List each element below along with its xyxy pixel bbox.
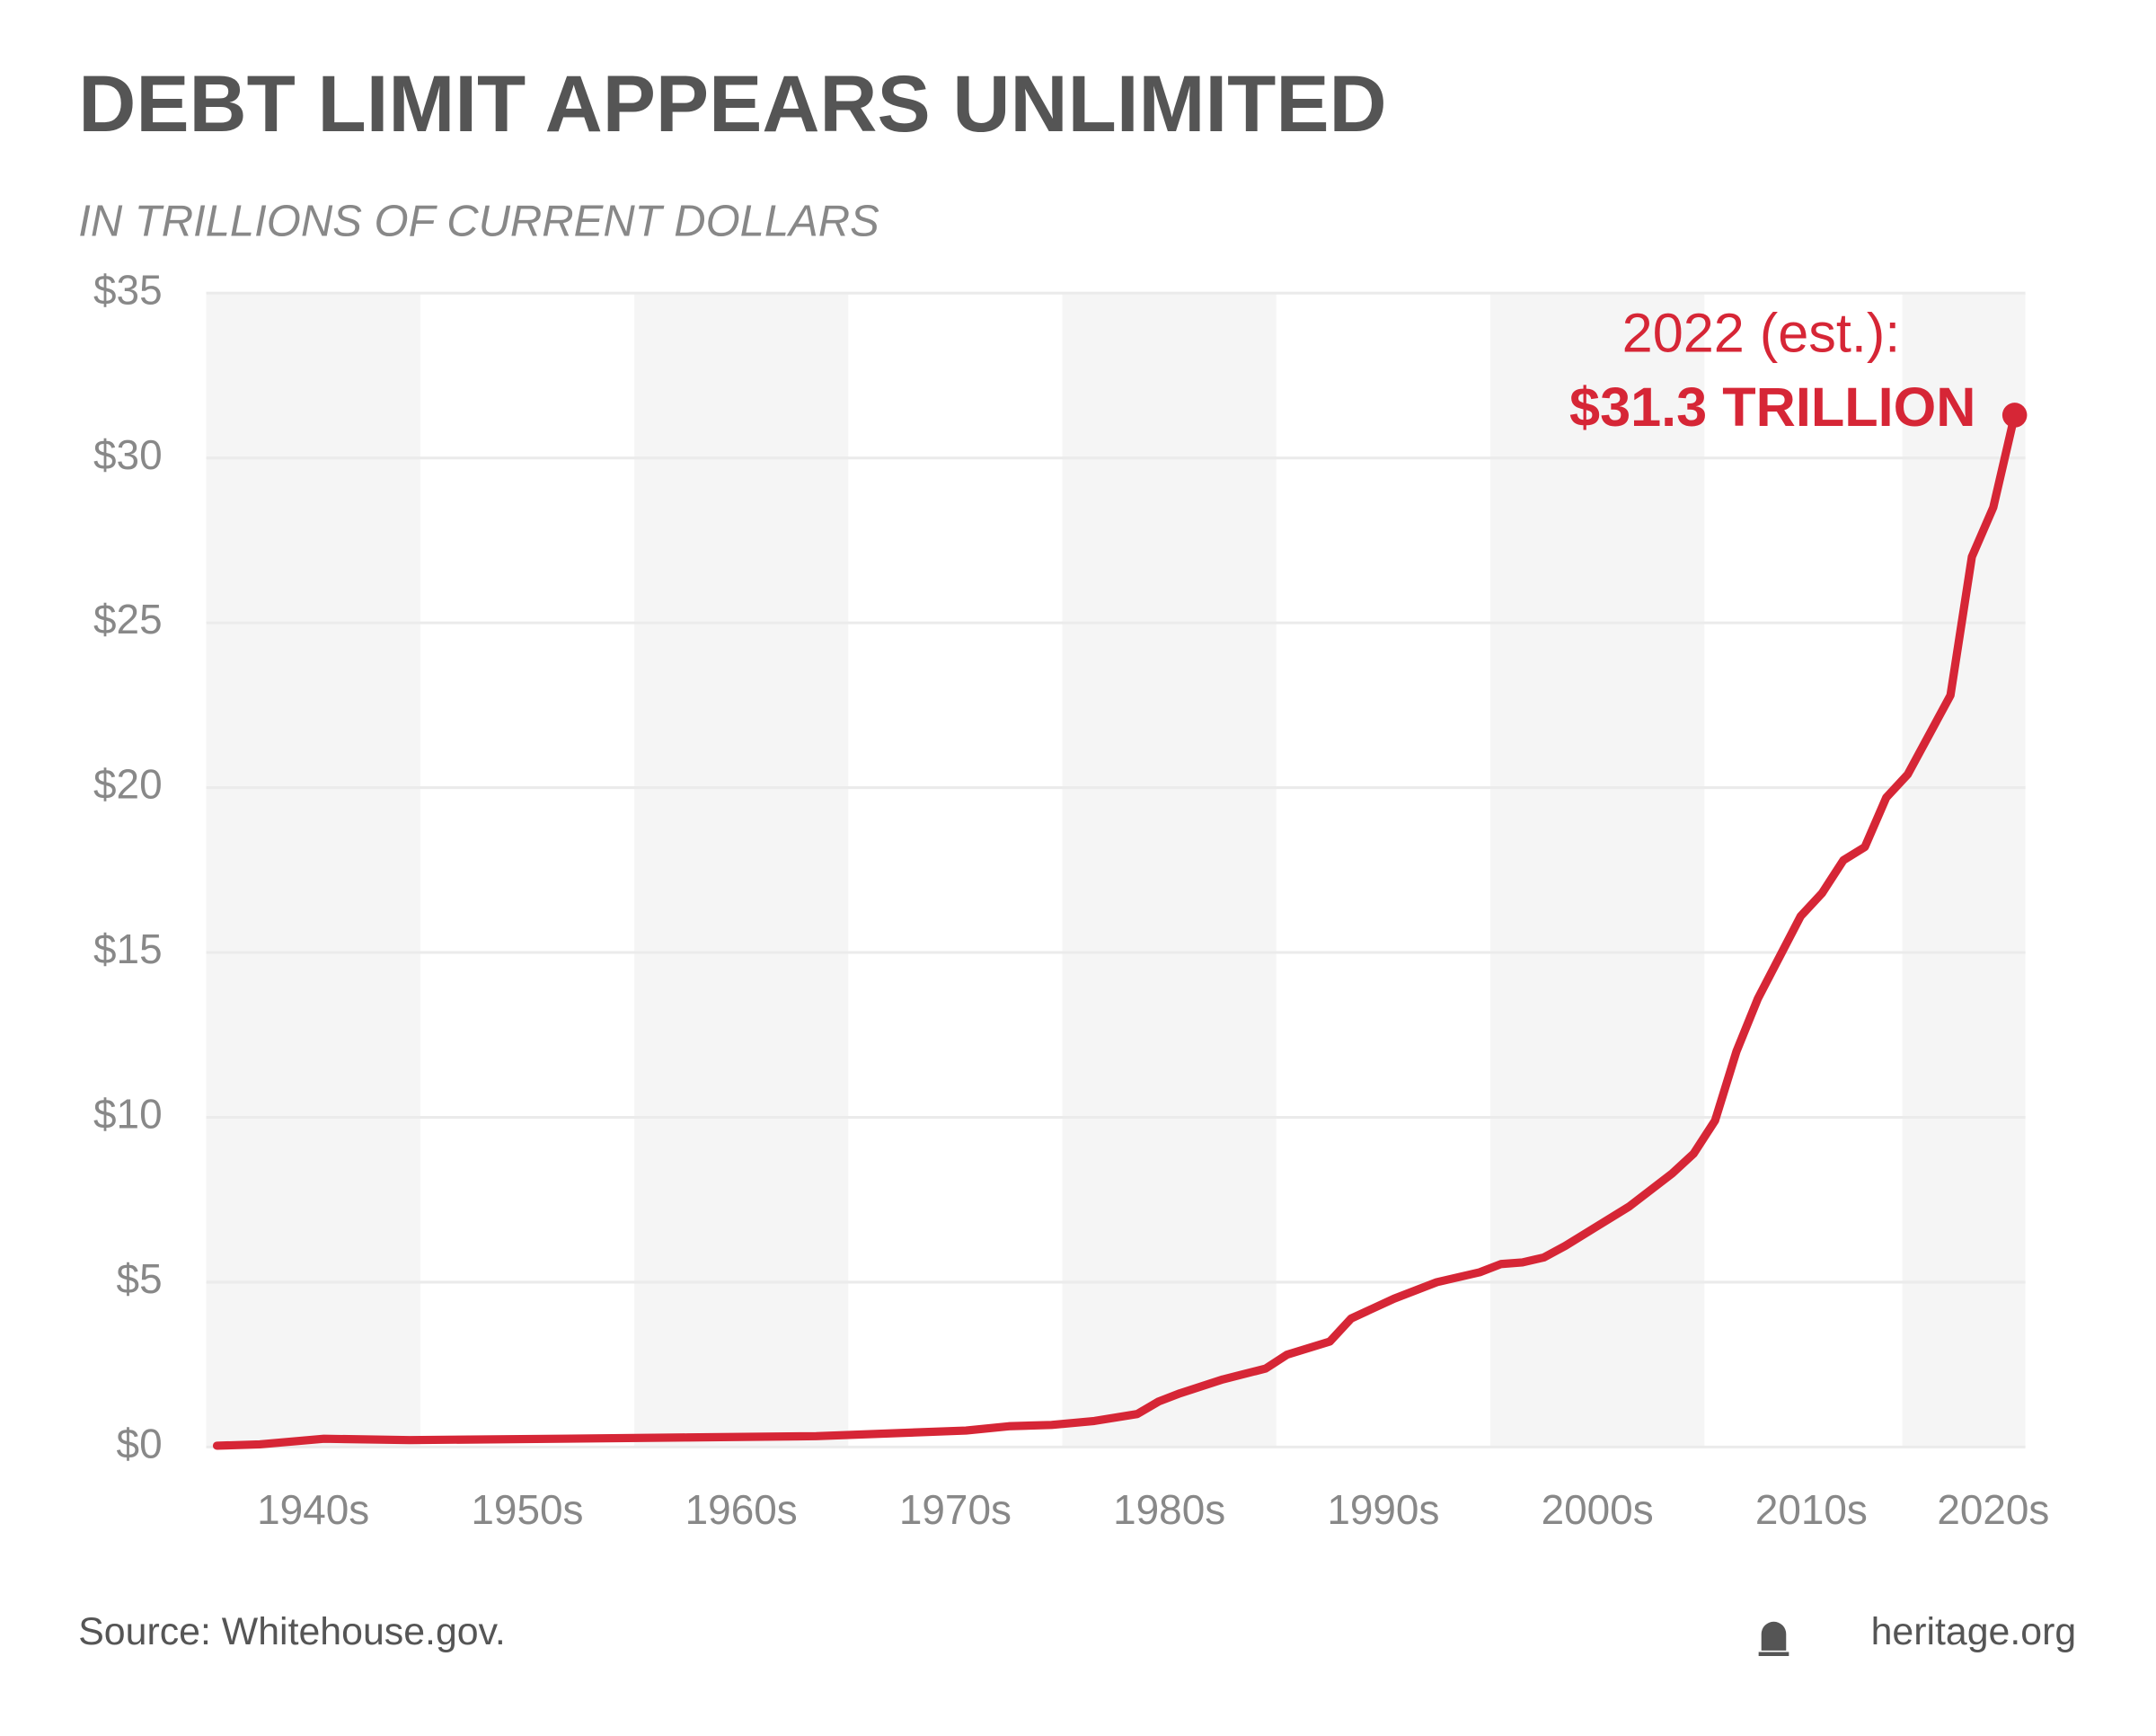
x-tick-label: 1990s — [1327, 1486, 1439, 1533]
decade-band — [634, 293, 849, 1448]
source: Source: Whitehouse.gov. — [78, 1610, 506, 1653]
y-tick-label: $0 — [117, 1421, 163, 1467]
decade-band — [206, 293, 420, 1448]
y-tick-label: $25 — [93, 596, 163, 642]
x-tick-label: 1980s — [1113, 1486, 1225, 1533]
decade-band — [1490, 293, 1705, 1448]
y-tick-label: $35 — [93, 266, 163, 313]
x-tick-label: 1970s — [899, 1486, 1012, 1533]
annotation: 2022 (est.): — [1622, 302, 1901, 363]
x-tick-label: 1950s — [471, 1486, 583, 1533]
chart-subtitle: IN TRILLIONS OF CURRENT DOLLARS — [78, 198, 879, 246]
debt-limit-line — [212, 411, 2019, 1450]
logo-icon — [1758, 1621, 1789, 1657]
y-tick-label: $20 — [93, 761, 163, 808]
x-tick-label: 1940s — [257, 1486, 369, 1533]
decade-band — [1062, 293, 1277, 1448]
credit: heritage.org — [1871, 1610, 2077, 1653]
x-tick-label: 2000s — [1542, 1486, 1654, 1533]
end-point — [2001, 403, 2028, 428]
x-tick-label: 2010s — [1755, 1486, 1868, 1533]
y-tick-label: $15 — [93, 926, 163, 972]
y-tick-label: $10 — [93, 1091, 163, 1138]
chart-title: DEBT LIMIT APPEARS UNLIMITED — [78, 59, 1386, 148]
decade-band — [1902, 293, 2026, 1448]
x-tick-label: 1960s — [685, 1486, 798, 1533]
x-tick-label: 2020s — [1937, 1486, 2049, 1533]
y-tick-label: $30 — [93, 431, 163, 478]
y-tick-label: $5 — [117, 1255, 163, 1302]
annotation-value: $31.3 TRILLION — [1569, 376, 1975, 438]
